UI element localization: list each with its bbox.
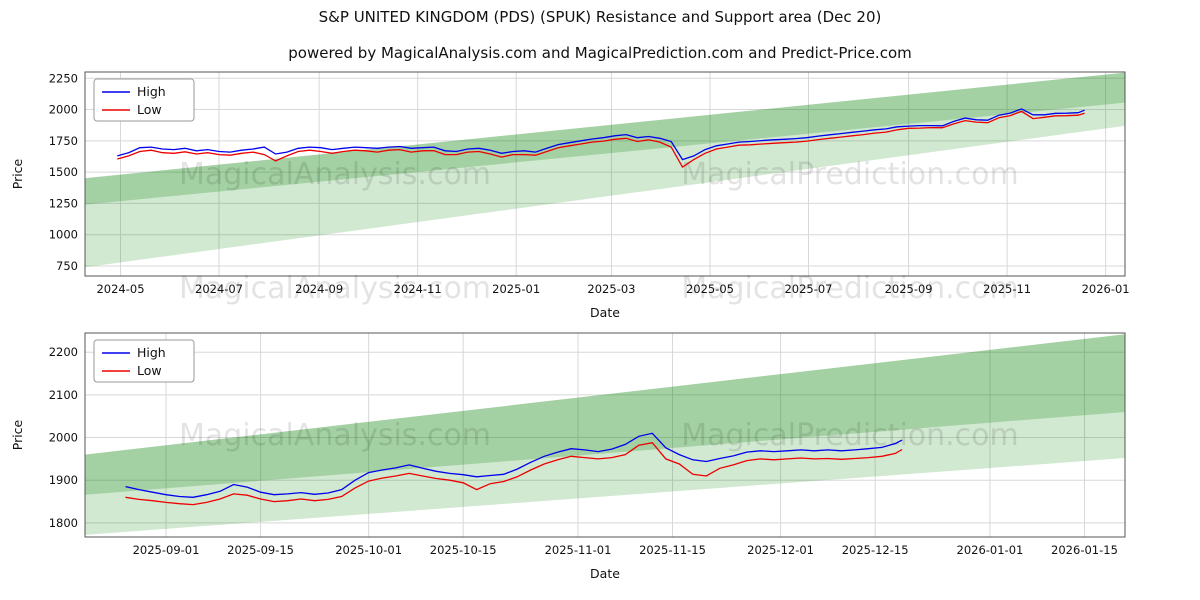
x-axis-label: Date	[590, 305, 620, 320]
legend-label-high: High	[137, 84, 166, 99]
y-tick-label: 1000	[49, 228, 78, 242]
legend-label-low: Low	[137, 102, 162, 117]
figure-title: S&P UNITED KINGDOM (PDS) (SPUK) Resistan…	[318, 8, 882, 26]
x-tick-label: 2024-05	[96, 282, 144, 296]
x-tick-label: 2025-11-15	[639, 543, 706, 557]
support-resistance-band	[85, 334, 1125, 535]
y-tick-label: 2000	[49, 431, 78, 445]
high-line	[125, 432, 903, 498]
y-axis-label: Price	[10, 419, 25, 450]
watermark-prediction: MagicalPrediction.com	[681, 157, 1019, 192]
x-tick-label: 2026-01-01	[957, 543, 1024, 557]
y-axis-label: Price	[10, 158, 25, 189]
low-line	[125, 441, 903, 506]
figure-subtitle: powered by MagicalAnalysis.com and Magic…	[288, 44, 912, 62]
watermark-analysis: MagicalAnalysis.com	[179, 271, 491, 306]
watermark-analysis: MagicalAnalysis.com	[179, 418, 491, 453]
high-line	[117, 108, 1085, 161]
legend-label-low: Low	[137, 363, 162, 378]
watermark-prediction: MagicalPrediction.com	[681, 271, 1019, 306]
x-tick-label: 2024-09	[295, 282, 343, 296]
watermark-analysis: MagicalAnalysis.com	[179, 157, 491, 192]
watermark-prediction: MagicalPrediction.com	[681, 418, 1019, 453]
x-tick-label: 2026-01	[1082, 282, 1130, 296]
x-tick-label: 2024-07	[195, 282, 243, 296]
x-tick-label: 2025-11-01	[545, 543, 612, 557]
x-tick-label: 2025-09	[885, 282, 933, 296]
plot-border	[84, 332, 1126, 538]
y-tick-label: 2200	[49, 345, 78, 359]
legend: High Low	[93, 78, 195, 122]
plot-border	[84, 71, 1126, 277]
x-tick-label: 2025-01	[492, 282, 540, 296]
support-resistance-band	[85, 72, 1125, 268]
x-tick-label: 2025-10-01	[335, 543, 402, 557]
x-tick-label: 2025-07	[784, 282, 832, 296]
x-tick-label: 2025-12-01	[747, 543, 814, 557]
x-tick-label: 2026-01-15	[1051, 543, 1118, 557]
x-tick-label: 2024-11	[394, 282, 442, 296]
x-axis-label: Date	[590, 566, 620, 581]
y-tick-label: 1900	[49, 473, 78, 487]
support-resistance-band	[85, 72, 1125, 205]
y-tick-label: 750	[56, 259, 78, 273]
x-tick-label: 2025-03	[587, 282, 635, 296]
x-tick-label: 2025-09-01	[133, 543, 200, 557]
y-tick-label: 2100	[49, 388, 78, 402]
low-line	[117, 110, 1085, 169]
legend-label-high: High	[137, 345, 166, 360]
x-tick-label: 2025-05	[686, 282, 734, 296]
x-tick-label: 2025-11	[983, 282, 1031, 296]
y-tick-label: 1750	[49, 134, 78, 148]
y-tick-label: 1800	[49, 516, 78, 530]
y-tick-label: 1250	[49, 196, 78, 210]
zoom-chart: MagicalAnalysis.com MagicalPrediction.com…	[10, 332, 1126, 581]
x-tick-label: 2025-12-15	[842, 543, 909, 557]
x-tick-label: 2025-10-15	[430, 543, 497, 557]
main-chart: MagicalAnalysis.com MagicalPrediction.com…	[10, 71, 1130, 320]
y-tick-label: 1500	[49, 165, 78, 179]
y-tick-label: 2000	[49, 103, 78, 117]
x-tick-label: 2025-09-15	[227, 543, 294, 557]
legend: High Low	[93, 339, 195, 383]
support-resistance-band	[85, 334, 1125, 495]
y-tick-label: 2250	[49, 71, 78, 85]
